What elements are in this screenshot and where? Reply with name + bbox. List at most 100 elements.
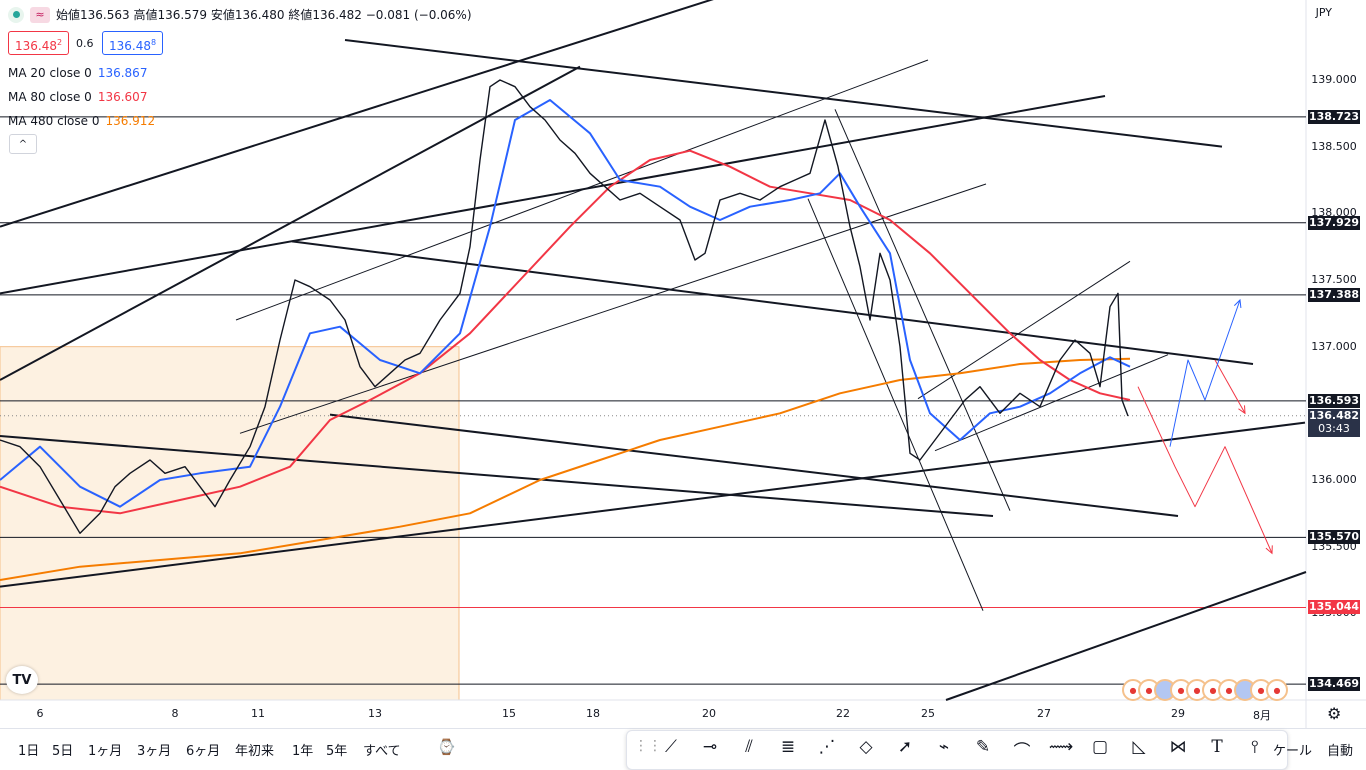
ma80-line[interactable] [0,149,1131,515]
trendline[interactable] [0,95,1106,295]
range-button[interactable]: 1日 [18,744,40,759]
price-tick-label: 139.000 [1311,73,1357,86]
trendline[interactable] [807,198,984,611]
trendline[interactable] [329,413,1179,517]
time-tick-label: 20 [702,707,716,720]
trendline[interactable] [344,39,1223,148]
arrow-icon[interactable]: ➚ [897,737,913,757]
time-tick-label: 11 [251,707,265,720]
spread: 0.6 [76,37,94,50]
price-chart[interactable] [0,0,1366,728]
range-button[interactable]: 5日 [52,744,74,759]
buy-price-pipette: 8 [151,38,157,47]
parallel-channel-icon[interactable]: ⫽ [745,737,753,757]
buy-price: 136.48 [109,39,151,53]
buy-price-box[interactable]: 136.488 [102,31,164,55]
level-price-label[interactable]: 138.723 [1308,109,1360,124]
tradingview-logo[interactable]: TV [6,666,38,694]
range-button[interactable]: 3ヶ月 [137,744,172,759]
indicator-label: MA 80 close 0 [8,90,92,104]
sell-price-pipette: 2 [57,38,63,47]
trendline[interactable] [917,260,1131,400]
level-price-label[interactable]: 134.469 [1308,677,1360,692]
wave-icon[interactable]: ≈ [30,6,50,23]
forecast-path[interactable] [1169,299,1241,447]
polyline-icon[interactable]: ⟿ [1048,737,1074,757]
time-tick-label: 13 [368,707,382,720]
indicator-ma480[interactable]: MA 480 close 0 136.912 [8,114,155,128]
trendline[interactable] [235,59,929,321]
fib-retracement-icon[interactable]: ≣ [780,737,796,757]
range-button[interactable]: 年初来 [235,744,275,759]
economic-events-group[interactable]: ● ● ● ● ● ● ● ● [1122,679,1288,701]
last-price-label[interactable]: 136.482 03:43 [1308,408,1360,437]
time-tick-label: 22 [836,707,850,720]
ellipse-icon[interactable]: ◇ [859,737,873,757]
trendline[interactable] [945,571,1307,701]
range-button[interactable]: すべて [363,744,401,759]
ruler-button[interactable]: ケール [1273,744,1313,759]
auto-scale-button[interactable]: 自動 [1327,744,1354,759]
forecast-arrowhead-icon [1233,298,1242,309]
trendline[interactable] [0,0,815,228]
sell-price-box[interactable]: 136.482 [8,31,70,55]
time-tick-label: 6 [36,707,44,720]
event-flag-icon[interactable]: ● [1266,679,1288,701]
time-tick-label: 8月 [1253,709,1271,722]
range-button[interactable]: 1ヶ月 [88,744,123,759]
forecast-path[interactable] [1137,386,1273,554]
level-price-label[interactable]: 137.929 [1308,215,1360,230]
level-price-label[interactable]: 135.044 [1308,600,1360,615]
price-tick-label: 138.500 [1311,139,1357,153]
curve-icon[interactable]: ⌒ [1013,742,1031,762]
trendline[interactable] [0,435,994,517]
brush-icon[interactable]: ✎ [975,737,991,757]
trendline[interactable] [0,65,581,381]
trendline[interactable] [0,421,1306,588]
price-line[interactable] [0,79,1129,534]
ma480-line[interactable] [0,357,1131,581]
indicator-label: MA 480 close 0 [8,114,100,128]
drag-handle-icon[interactable]: ⋮⋮ [634,738,662,754]
collapse-legend-button[interactable]: ^ [9,134,37,154]
xabcd-pattern-icon[interactable]: ⋈ [1169,737,1187,757]
indicator-ma80[interactable]: MA 80 close 0 136.607 [8,90,147,104]
bar-countdown: 03:43 [1318,421,1350,435]
cursor-icon[interactable]: ⫯ [1251,737,1259,757]
forecast-arrowhead-icon [1265,545,1273,555]
pitchfork-icon[interactable]: ⋰ [818,737,836,757]
gear-icon[interactable]: ⚙ [1327,704,1342,723]
currency-label[interactable]: JPY [1315,6,1332,19]
trendline[interactable] [291,240,1254,365]
trendline[interactable] [239,183,987,434]
trendline[interactable] [834,109,1011,511]
highlight-zone[interactable] [0,346,460,701]
sell-price: 136.48 [15,39,57,53]
ma20-line[interactable] [0,99,1131,508]
triangle-icon[interactable]: ◺ [1132,737,1146,757]
indicator-value: 136.912 [105,114,156,128]
trendline-icon[interactable]: ⟋ [665,737,677,757]
forecast-path[interactable] [1214,359,1246,414]
goto-date-icon[interactable]: ⌚ [437,738,456,756]
trendline[interactable] [934,354,1169,452]
horizontal-ray-icon[interactable]: ⊸ [702,737,718,757]
level-price-label[interactable]: 137.388 [1308,287,1360,302]
forecast-arrowhead-icon [1238,405,1246,415]
level-price-label[interactable]: 136.593 [1308,393,1360,408]
time-tick-label: 27 [1037,707,1051,720]
level-price-label[interactable]: 135.570 [1308,530,1360,545]
ohlc-values: 始値136.563 高値136.579 安値136.480 終値136.482 … [56,8,472,22]
time-tick-label: 8 [171,707,179,720]
time-tick-label: 15 [502,707,516,720]
indicator-value: 136.607 [97,90,148,104]
indicator-label: MA 20 close 0 [8,66,92,80]
range-button[interactable]: 5年 [326,744,348,759]
range-button[interactable]: 1年 [292,744,314,759]
text-icon[interactable]: T [1211,737,1223,757]
range-button[interactable]: 6ヶ月 [186,744,221,759]
indicator-ma20[interactable]: MA 20 close 0 136.867 [8,66,147,80]
rectangle-icon[interactable]: ▢ [1091,737,1109,757]
market-open-icon [8,6,24,23]
path-icon[interactable]: ⌁ [938,737,950,757]
